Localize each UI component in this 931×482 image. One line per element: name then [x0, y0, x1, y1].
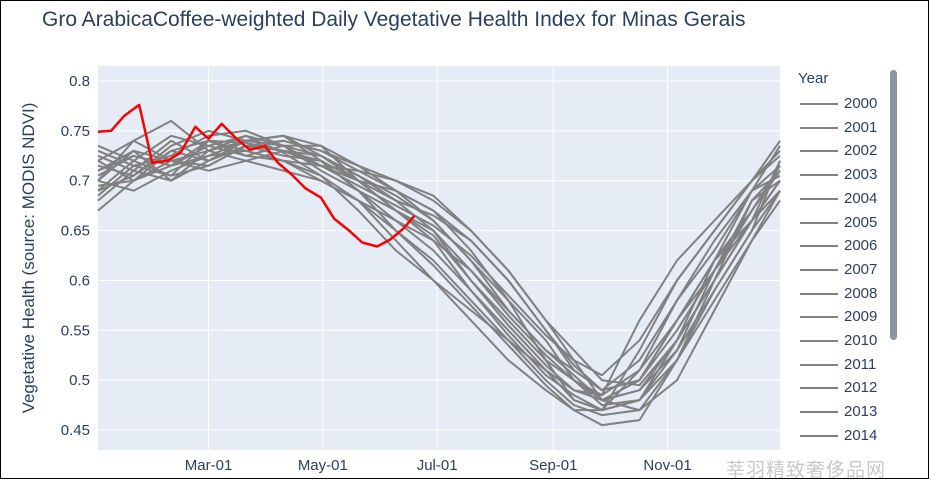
- x-tick-label: May-01: [298, 457, 348, 474]
- legend-label: 2012: [844, 379, 878, 397]
- y-tick-label: 0.45: [61, 422, 90, 439]
- series-layer: [97, 103, 781, 427]
- legend-label: 2002: [844, 142, 878, 160]
- legend-swatch: [800, 103, 838, 105]
- legend-item-2013[interactable]: 2013: [800, 402, 900, 422]
- legend-swatch: [800, 292, 838, 295]
- legend-title: Year: [798, 70, 829, 87]
- series-line-2017: [97, 119, 781, 377]
- grid-lines: [98, 66, 780, 450]
- legend-item-2002[interactable]: 2002: [800, 141, 900, 161]
- legend-swatch: [800, 221, 838, 224]
- legend-swatch: [800, 245, 838, 248]
- x-tick-label: Nov-01: [643, 457, 691, 474]
- legend-item-2001[interactable]: 2001: [800, 118, 900, 138]
- plot-area: [98, 66, 780, 450]
- legend-label: 2007: [844, 260, 878, 278]
- series-line-2007: [97, 149, 781, 412]
- legend-label: 2001: [844, 118, 878, 136]
- legend-label: 2014: [844, 426, 878, 444]
- legend-item-2004[interactable]: 2004: [800, 189, 900, 209]
- legend-swatch: [800, 174, 838, 177]
- legend-swatch: [800, 268, 838, 271]
- legend-item-2011[interactable]: 2011: [800, 355, 900, 375]
- y-tick-label: 0.55: [61, 322, 90, 339]
- series-line-2015: [97, 134, 781, 387]
- legend-swatch: [800, 150, 838, 153]
- legend-item-2009[interactable]: 2009: [800, 307, 900, 327]
- legend-label: 2009: [844, 308, 878, 326]
- y-axis-label: Vegetative Health (source: MODIS NDVI): [19, 103, 38, 414]
- legend-label: 2005: [844, 213, 878, 231]
- legend-swatch: [800, 340, 838, 342]
- y-tick-label: 0.7: [69, 173, 90, 190]
- legend-swatch: [800, 387, 838, 390]
- legend-item-2014[interactable]: 2014: [800, 426, 900, 446]
- legend-item-2008[interactable]: 2008: [800, 284, 900, 304]
- x-tick-label: Jul-01: [417, 457, 458, 474]
- watermark-text: 莘羽精致奢侈品网: [726, 460, 887, 481]
- legend-item-2003[interactable]: 2003: [800, 165, 900, 185]
- legend-label: 2006: [844, 237, 878, 255]
- legend-label: 2008: [844, 284, 878, 302]
- x-tick-label: Mar-01: [185, 457, 233, 474]
- legend-swatch: [800, 363, 838, 366]
- legend-swatch: [800, 411, 838, 414]
- legend-item-2012[interactable]: 2012: [800, 378, 900, 398]
- legend-label: 2000: [844, 95, 878, 112]
- legend-item-2010[interactable]: 2010: [800, 331, 900, 351]
- legend-swatch: [800, 434, 838, 437]
- y-tick-label: 0.5: [69, 372, 90, 389]
- legend-label: 2010: [844, 332, 878, 349]
- legend-label: 2013: [844, 403, 878, 421]
- legend-label: 2003: [844, 166, 878, 184]
- legend-label: 2011: [844, 355, 877, 373]
- legend-item-2000[interactable]: 2000: [800, 94, 900, 114]
- legend: Year 2000 2001 2002 2003 2004 2005 2006 2007 200…: [790, 66, 910, 446]
- legend-swatch: [800, 126, 838, 129]
- y-tick-label: 0.75: [61, 123, 90, 140]
- legend-swatch: [800, 197, 838, 200]
- legend-item-2006[interactable]: 2006: [800, 236, 900, 256]
- legend-swatch: [800, 316, 838, 319]
- y-tick-label: 0.6: [69, 272, 90, 289]
- legend-scrollbar[interactable]: [890, 70, 897, 340]
- x-tick-label: Sep-01: [529, 457, 577, 474]
- y-tick-label: 0.8: [69, 73, 90, 90]
- tick-labels: 0.45 0.5 0.55 0.6 0.65 0.7 0.75 0.8 Mar-01 May-01…: [61, 73, 692, 474]
- chart-title: Gro ArabicaCoffee-weighted Daily Vegetat…: [42, 8, 746, 31]
- y-tick-label: 0.65: [61, 223, 90, 240]
- series-line-2012: [97, 129, 781, 402]
- legend-item-2005[interactable]: 2005: [800, 213, 900, 233]
- series-line-2014: [97, 139, 781, 397]
- legend-item-2007[interactable]: 2007: [800, 260, 900, 280]
- series-line-current: [97, 103, 416, 248]
- series-line-2016: [97, 144, 781, 412]
- legend-label: 2004: [844, 189, 878, 207]
